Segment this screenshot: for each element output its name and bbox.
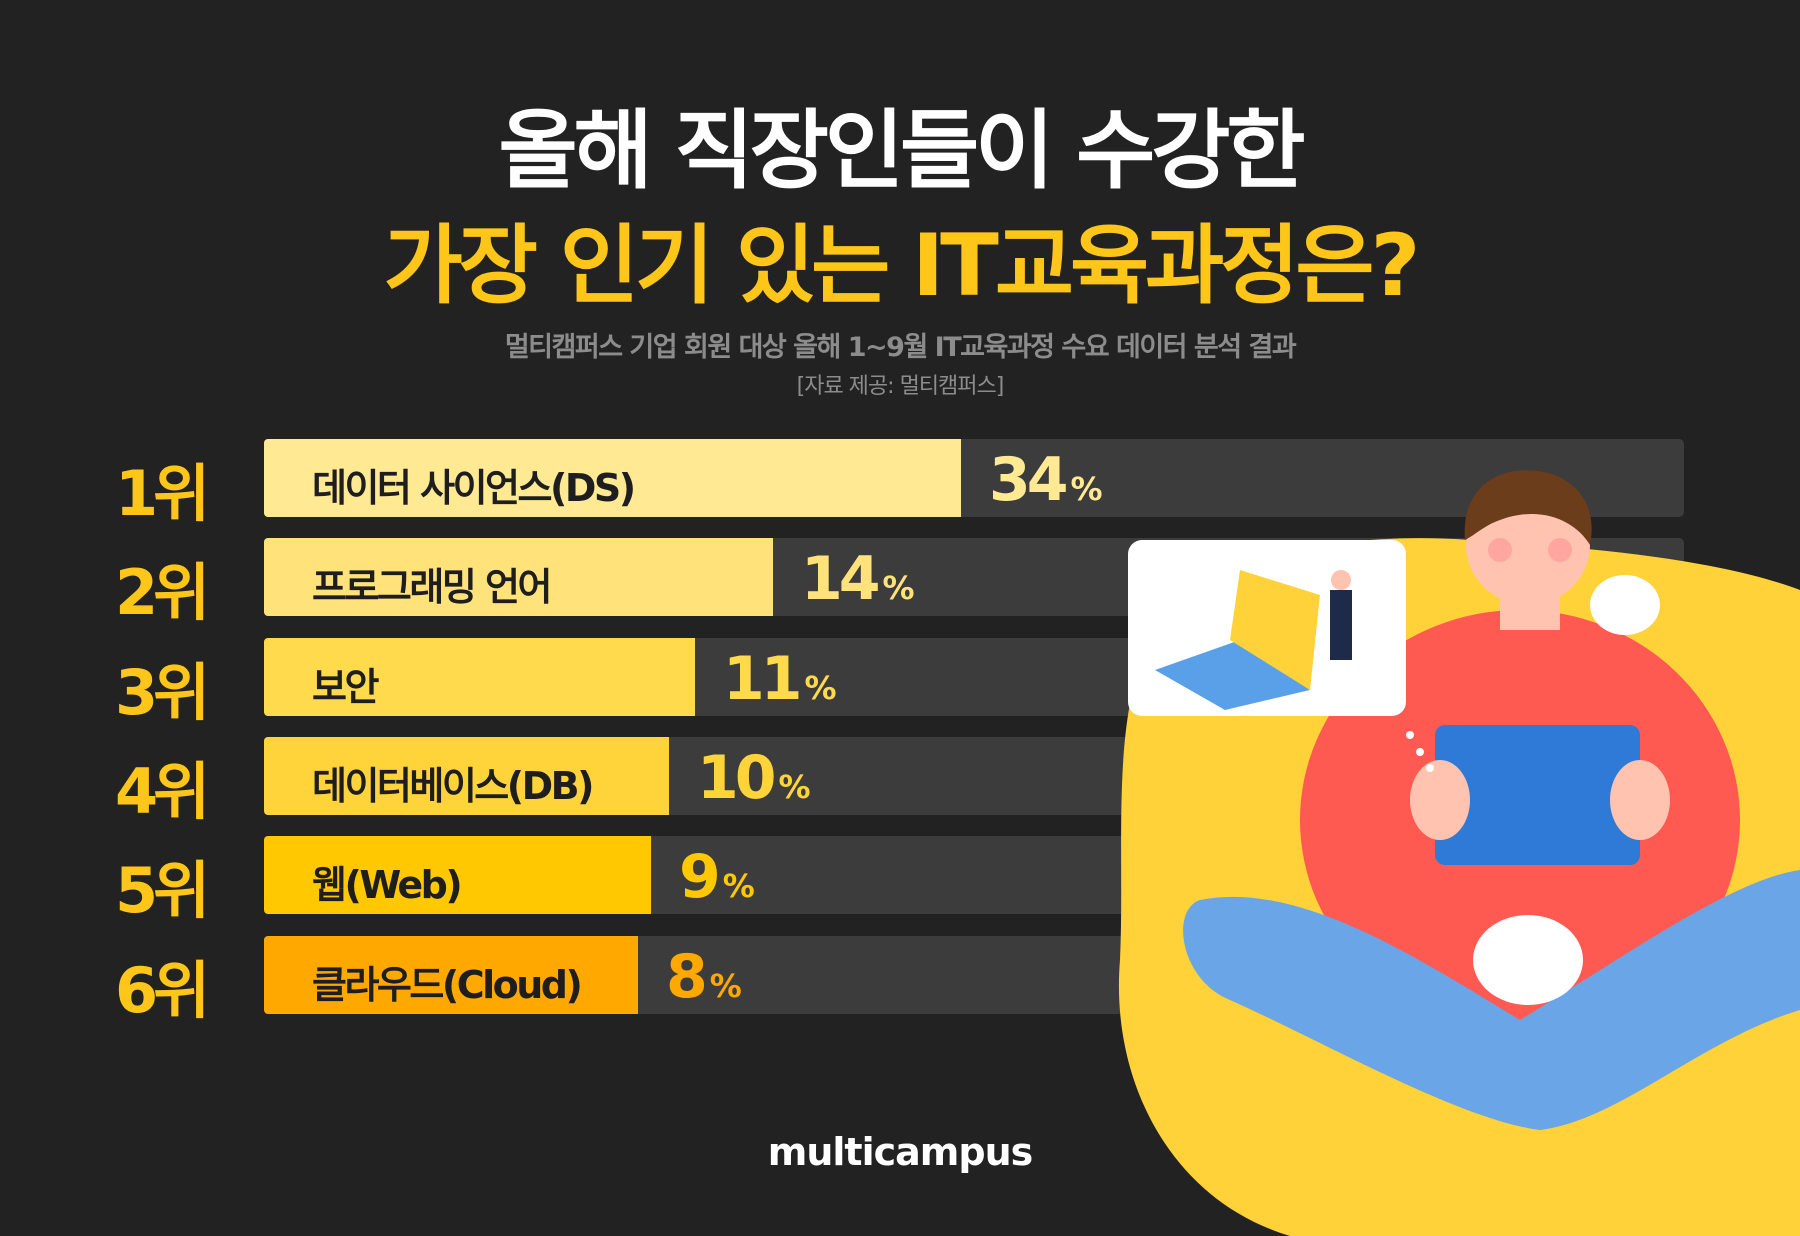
bar-row: 2위 프로그래밍 언어 14% (0, 538, 1800, 629)
value-number: 8 (666, 942, 708, 1012)
rank-label: 3위 (115, 656, 210, 729)
value-label: 8% (666, 942, 742, 1012)
rank-label: 6위 (115, 954, 210, 1027)
bar (264, 836, 651, 914)
category-label: 데이터베이스(DB) (312, 764, 595, 808)
source-note: [자료 제공: 멀티캠퍼스] (796, 374, 1005, 399)
bar (264, 638, 695, 716)
bar (264, 936, 638, 1014)
value-unit: % (804, 669, 837, 707)
value-number: 11 (723, 644, 802, 714)
value-label: 10% (697, 743, 811, 813)
category-label: 보안 (312, 665, 379, 709)
bar-row: 1위 데이터 사이언스(DS) 34% (0, 439, 1800, 530)
bar (264, 737, 669, 815)
value-number: 9 (679, 842, 721, 912)
value-number: 14 (801, 544, 880, 614)
bar (264, 538, 773, 616)
bar-row: 6위 클라우드(Cloud) 8% (0, 936, 1800, 1027)
bar (264, 439, 961, 517)
multicampus-logo: multicampus (767, 1130, 1034, 1174)
category-label: 데이터 사이언스(DS) (312, 466, 636, 510)
title-line-2: 가장 인기 있는 IT교육과정은? (383, 216, 1421, 316)
title-line-1: 올해 직장인들이 수강한 (498, 101, 1305, 201)
value-unit: % (882, 569, 915, 607)
bar-row: 4위 데이터베이스(DB) 10% (0, 737, 1800, 828)
value-unit: % (778, 768, 811, 806)
value-unit: % (722, 867, 755, 905)
value-number: 10 (697, 743, 776, 813)
rank-label: 5위 (115, 854, 210, 927)
rank-label: 4위 (115, 755, 210, 828)
category-label: 웹(Web) (312, 863, 463, 907)
category-label: 클라우드(Cloud) (312, 963, 583, 1007)
value-label: 11% (723, 644, 837, 714)
value-label: 14% (801, 544, 915, 614)
value-unit: % (709, 967, 742, 1005)
subtitle: 멀티캠퍼스 기업 회원 대상 올해 1~9월 IT교육과정 수요 데이터 분석 … (504, 332, 1297, 363)
bar-row: 3위 보안 11% (0, 638, 1800, 729)
value-label: 9% (679, 842, 755, 912)
bar-row: 5위 웹(Web) 9% (0, 836, 1800, 927)
rank-label: 1위 (115, 457, 210, 530)
value-number: 34 (989, 445, 1068, 515)
value-label: 34% (989, 445, 1103, 515)
rank-label: 2위 (115, 556, 210, 629)
category-label: 프로그래밍 언어 (312, 565, 552, 609)
value-unit: % (1070, 470, 1103, 508)
